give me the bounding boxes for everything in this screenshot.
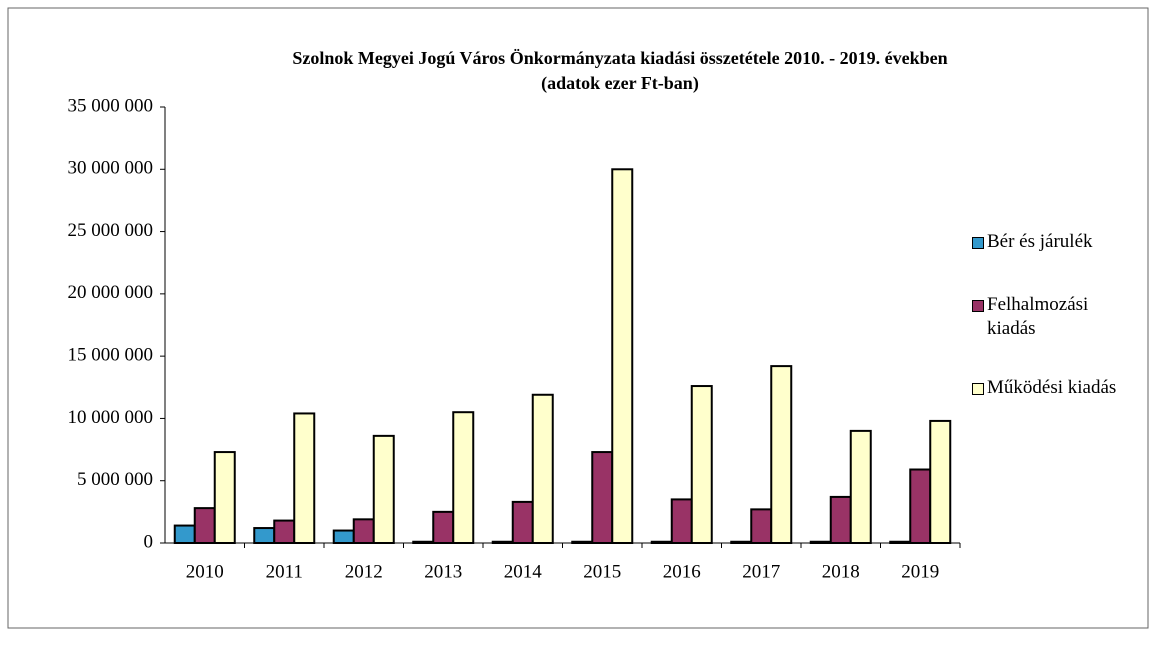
bar — [293, 412, 316, 544]
bar — [730, 540, 753, 544]
bar — [452, 411, 475, 545]
bar — [332, 529, 355, 544]
bar — [809, 540, 832, 544]
bar — [611, 168, 634, 545]
bar — [432, 510, 455, 545]
x-tick-label: 2013 — [424, 561, 462, 582]
x-tick-label: 2019 — [901, 561, 939, 582]
bar — [571, 540, 594, 544]
y-tick-label: 20 000 000 — [68, 282, 154, 303]
bar — [889, 540, 912, 544]
bar — [273, 519, 296, 545]
bar — [909, 468, 932, 545]
bar — [829, 495, 852, 544]
bar — [650, 540, 673, 544]
x-tick-label: 2011 — [266, 561, 303, 582]
y-tick-label: 30 000 000 — [68, 158, 154, 179]
bar — [690, 385, 713, 545]
frame — [7, 7, 1149, 629]
bar — [770, 365, 793, 545]
bar — [511, 500, 534, 544]
x-tick-label: 2016 — [663, 561, 701, 582]
bar — [849, 429, 872, 544]
y-tick-label: 35 000 000 — [68, 95, 154, 116]
x-tick-label: 2018 — [822, 561, 860, 582]
bar — [531, 393, 554, 545]
legend-item: Bér és járulék — [972, 230, 1152, 254]
bar — [670, 498, 693, 544]
bar — [591, 451, 614, 545]
bar — [372, 434, 395, 544]
x-tick-label: 2012 — [345, 561, 383, 582]
bar — [173, 524, 196, 544]
y-tick-label: 5 000 000 — [77, 469, 153, 490]
bar — [253, 527, 276, 545]
bar — [213, 451, 236, 545]
x-tick-label: 2017 — [742, 561, 780, 582]
chart-title: Szolnok Megyei Jogú Város Önkormányzata … — [292, 48, 947, 68]
bar — [929, 419, 952, 545]
x-tick-label: 2015 — [583, 561, 621, 582]
x-tick-label: 2010 — [186, 561, 224, 582]
legend-swatch — [972, 300, 984, 312]
bar — [750, 508, 773, 545]
chart-subtitle: (adatok ezer Ft-ban) — [541, 73, 699, 94]
legend-label: Működési kiadás — [987, 377, 1117, 398]
bar — [193, 507, 216, 544]
y-tick-label: 0 — [144, 531, 154, 552]
y-tick-label: 10 000 000 — [68, 407, 154, 428]
x-tick-label: 2014 — [504, 561, 543, 582]
legend-label: Bér és járulék — [987, 231, 1093, 252]
y-tick-label: 25 000 000 — [68, 220, 154, 241]
bar — [352, 518, 375, 544]
legend-item: Felhalmozási kiadás — [972, 293, 1152, 341]
y-tick-label: 15 000 000 — [68, 345, 154, 366]
legend-label: Felhalmozási kiadás — [987, 294, 1089, 339]
bar — [412, 540, 435, 544]
bar — [491, 540, 514, 544]
legend-swatch — [972, 237, 984, 249]
legend-swatch — [972, 383, 984, 395]
legend-item: Működési kiadás — [972, 376, 1152, 400]
